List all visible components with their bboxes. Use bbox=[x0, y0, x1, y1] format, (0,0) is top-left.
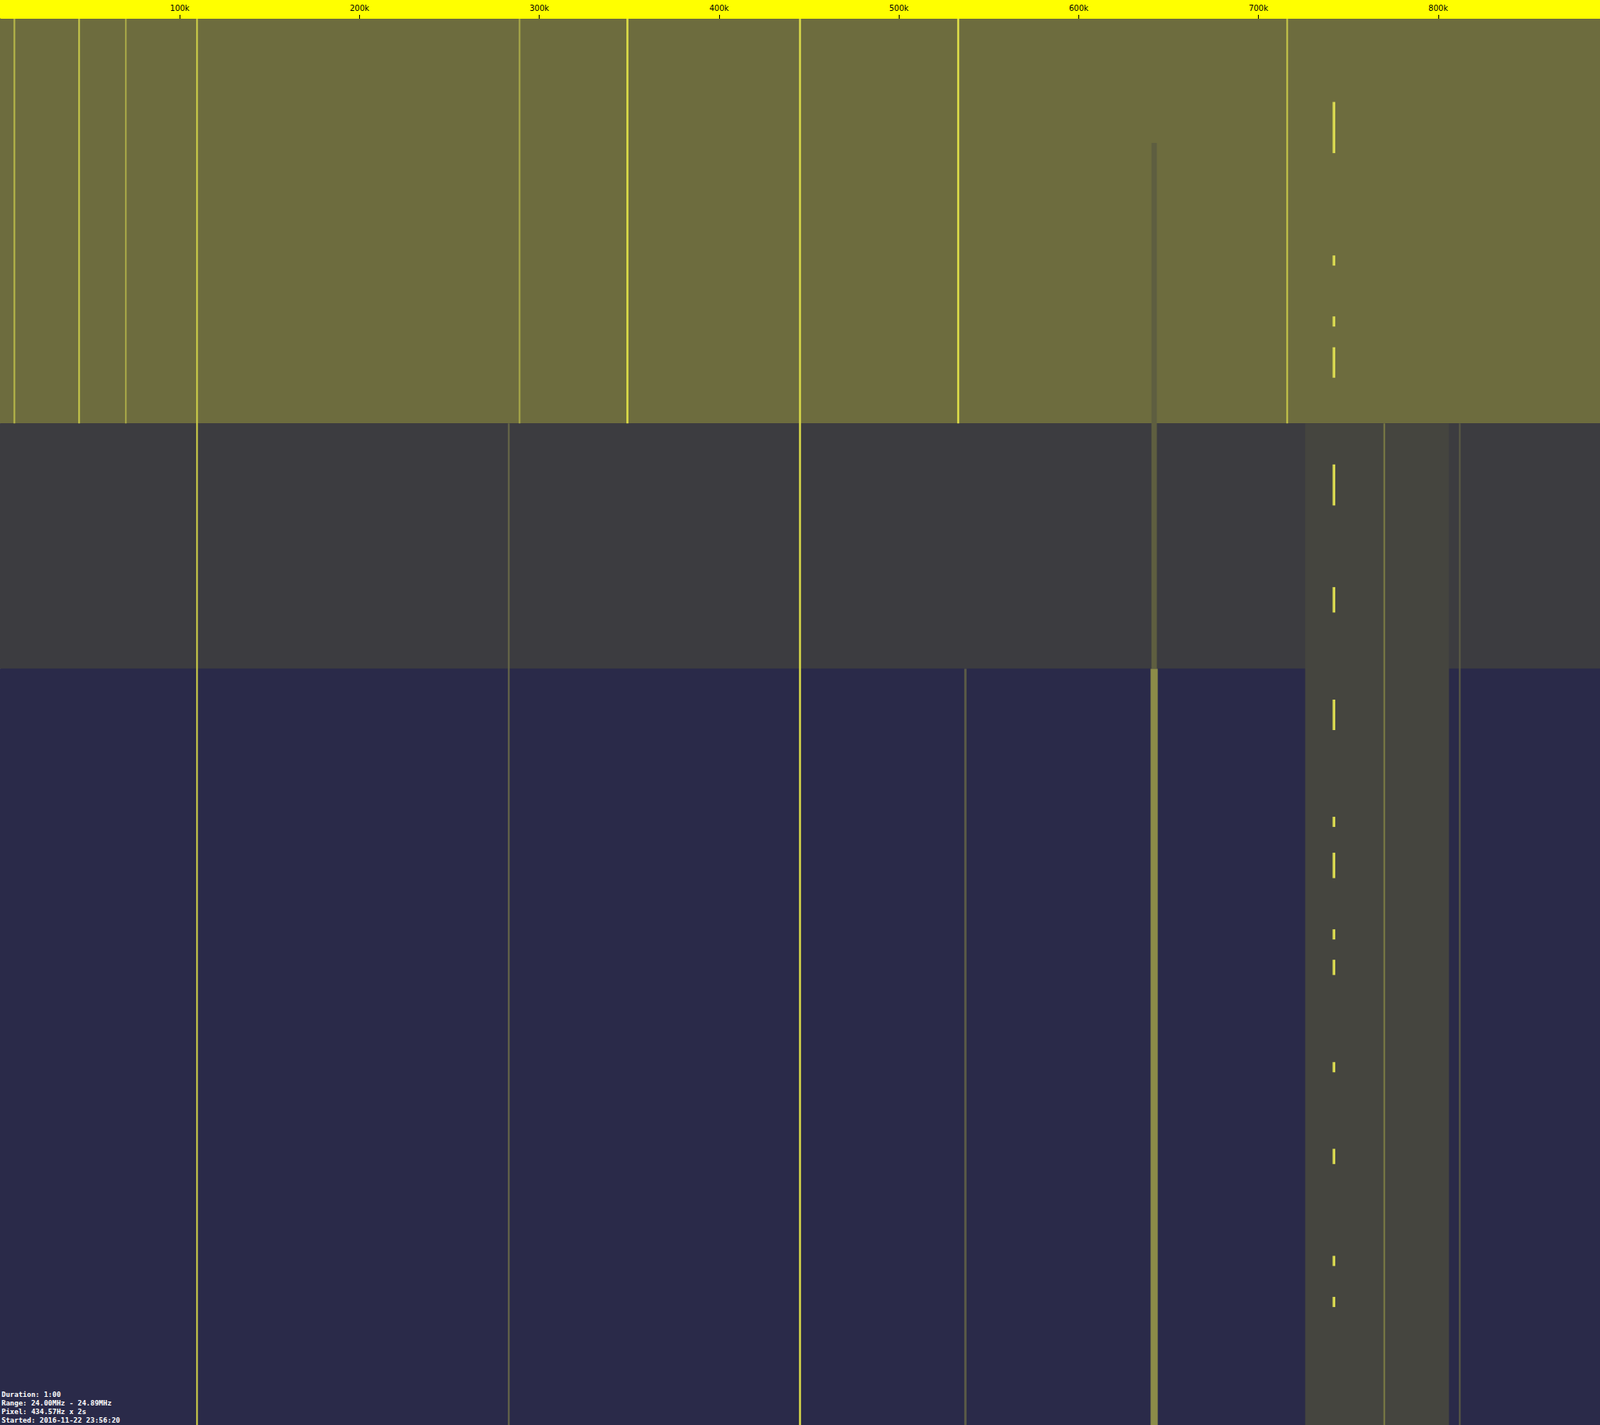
svg-text:Range: 24.00MHz - 24.89MHz: Range: 24.00MHz - 24.89MHz bbox=[1, 1399, 112, 1408]
svg-text:700k: 700k bbox=[1248, 3, 1269, 13]
svg-text:Pixel: 434.57Hz x 2s: Pixel: 434.57Hz x 2s bbox=[1, 1407, 86, 1416]
svg-text:300k: 300k bbox=[529, 3, 549, 13]
svg-text:Started: 2016-11-22 23:56:20: Started: 2016-11-22 23:56:20 bbox=[1, 1416, 121, 1425]
svg-text:200k: 200k bbox=[349, 3, 370, 13]
svg-text:Duration: 1:00: Duration: 1:00 bbox=[1, 1390, 61, 1399]
svg-text:400k: 400k bbox=[709, 3, 729, 13]
svg-text:800k: 800k bbox=[1428, 3, 1448, 13]
svg-text:100k: 100k bbox=[170, 3, 190, 13]
svg-text:600k: 600k bbox=[1069, 3, 1089, 13]
svg-text:500k: 500k bbox=[889, 3, 909, 13]
